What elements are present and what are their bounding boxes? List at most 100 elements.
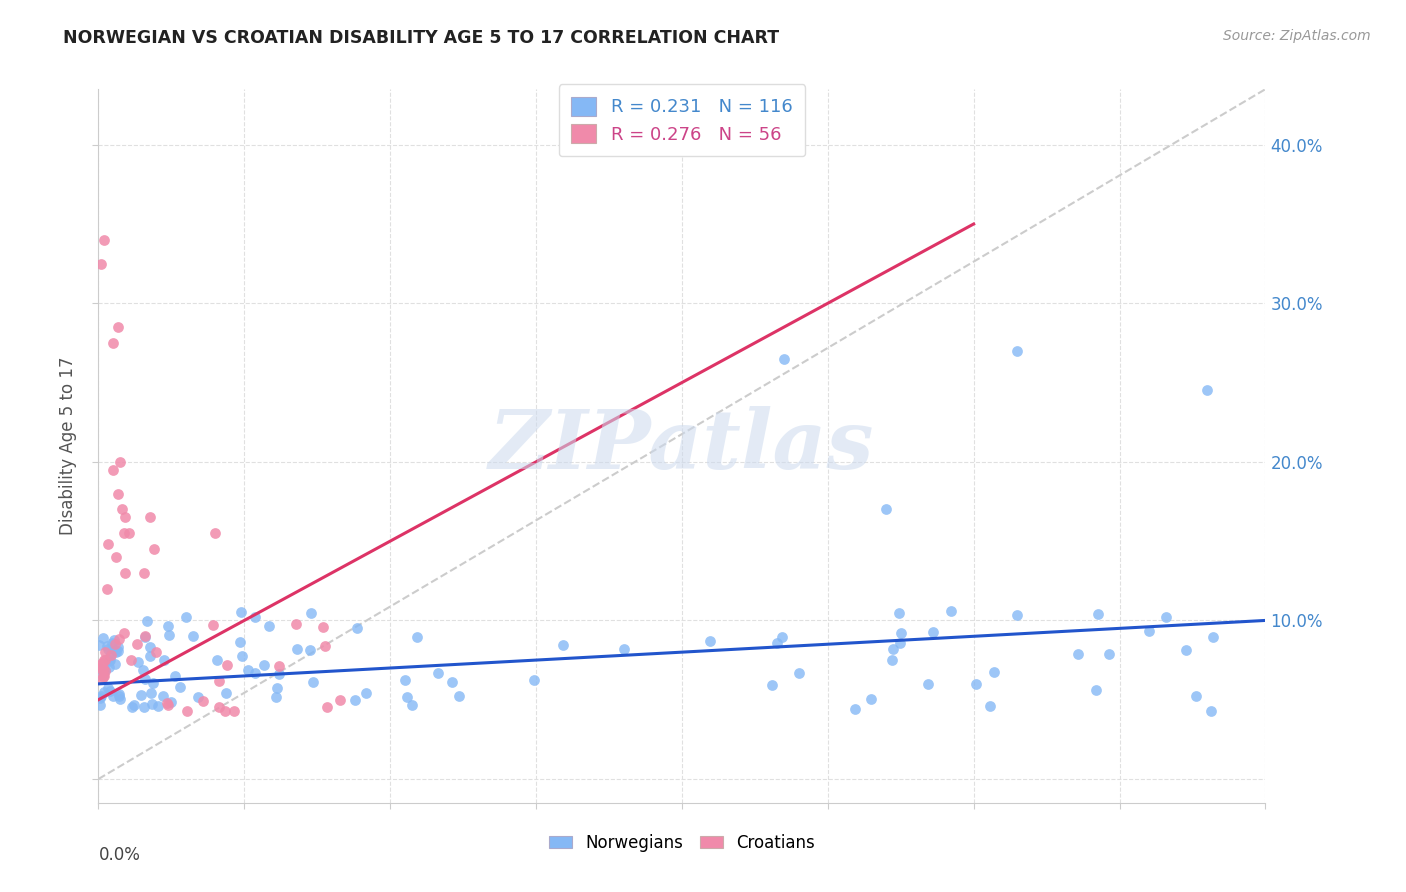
Point — [772, 630, 794, 644]
Point — [127, 637, 149, 651]
Point — [427, 665, 450, 680]
Point — [844, 702, 866, 716]
Point — [983, 665, 1005, 679]
Point — [880, 653, 903, 667]
Point — [97, 681, 120, 695]
Point — [96, 640, 118, 654]
Point — [396, 690, 419, 705]
Point — [1195, 384, 1218, 398]
Point — [108, 691, 131, 706]
Point — [301, 675, 323, 690]
Text: ZIPatlas: ZIPatlas — [489, 406, 875, 486]
Point — [329, 693, 352, 707]
Point — [91, 669, 114, 683]
Point — [107, 644, 129, 658]
Point — [98, 654, 121, 668]
Point — [89, 698, 111, 713]
Point — [1175, 643, 1198, 657]
Point — [141, 676, 163, 690]
Point — [141, 697, 163, 711]
Point — [231, 649, 253, 664]
Point — [176, 704, 198, 718]
Point — [965, 677, 987, 691]
Point — [157, 628, 180, 642]
Point — [441, 674, 464, 689]
Point — [889, 606, 911, 620]
Point — [314, 639, 336, 653]
Point — [789, 666, 811, 681]
Point — [98, 659, 121, 673]
Point — [100, 636, 122, 650]
Point — [89, 661, 111, 675]
Point — [90, 657, 112, 672]
Point — [97, 641, 120, 656]
Point — [98, 653, 121, 667]
Point — [98, 684, 121, 698]
Point — [979, 699, 1001, 714]
Point — [134, 629, 156, 643]
Point — [231, 605, 253, 619]
Point — [298, 643, 321, 657]
Point — [1154, 610, 1177, 624]
Point — [187, 690, 209, 705]
Point — [91, 631, 114, 645]
Point — [104, 643, 127, 657]
Point — [93, 645, 115, 659]
Point — [136, 614, 159, 628]
Point — [89, 691, 111, 706]
Point — [1202, 630, 1225, 644]
Point — [104, 549, 127, 564]
Point — [236, 663, 259, 677]
Point — [139, 640, 162, 654]
Point — [127, 655, 149, 669]
Point — [921, 625, 943, 640]
Point — [229, 634, 252, 648]
Text: NORWEGIAN VS CROATIAN DISABILITY AGE 5 TO 17 CORRELATION CHART: NORWEGIAN VS CROATIAN DISABILITY AGE 5 T… — [63, 29, 779, 46]
Point — [523, 673, 546, 687]
Point — [941, 603, 963, 617]
Point — [107, 689, 129, 703]
Point — [104, 657, 127, 672]
Point — [96, 582, 118, 596]
Point — [285, 641, 308, 656]
Point — [134, 672, 156, 686]
Point — [93, 653, 115, 667]
Point — [1007, 343, 1029, 358]
Point — [257, 619, 280, 633]
Point — [114, 566, 136, 580]
Point — [204, 526, 226, 541]
Point — [208, 674, 231, 689]
Point — [1005, 608, 1028, 623]
Point — [889, 636, 911, 650]
Point — [551, 639, 574, 653]
Point — [875, 502, 897, 516]
Point — [146, 698, 169, 713]
Point — [94, 653, 117, 667]
Point — [193, 694, 215, 708]
Point — [117, 526, 139, 541]
Point — [354, 686, 377, 700]
Point — [202, 618, 225, 632]
Point — [112, 626, 135, 640]
Point — [91, 672, 114, 686]
Point — [139, 649, 162, 664]
Point — [108, 632, 131, 647]
Point — [394, 673, 416, 688]
Point — [107, 320, 129, 334]
Point — [93, 663, 115, 677]
Point — [215, 686, 238, 700]
Point — [243, 610, 266, 624]
Point — [145, 645, 167, 659]
Point — [134, 630, 156, 644]
Point — [181, 629, 204, 643]
Point — [103, 633, 125, 648]
Point — [108, 687, 131, 701]
Point — [1085, 683, 1108, 698]
Point — [882, 642, 904, 657]
Point — [284, 617, 307, 632]
Point — [152, 689, 174, 703]
Point — [90, 657, 112, 671]
Point — [613, 641, 636, 656]
Point — [107, 486, 129, 500]
Point — [890, 626, 912, 640]
